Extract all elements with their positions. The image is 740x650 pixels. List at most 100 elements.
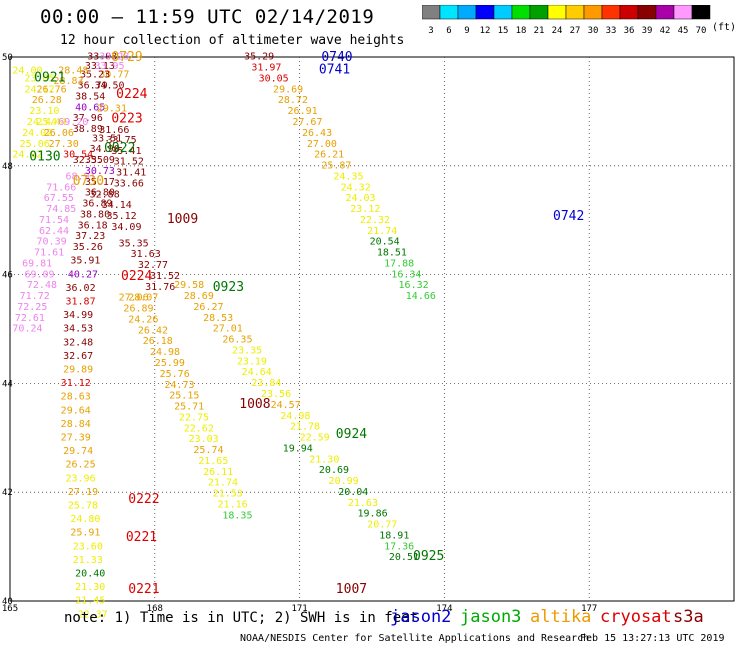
wave-height-value: 26.11 bbox=[203, 467, 233, 478]
footer-timestamp: Feb 15 13:27:13 UTC 2019 bbox=[580, 633, 725, 644]
wave-height-value: 24.80 bbox=[70, 514, 100, 525]
color-scale-label: 39 bbox=[642, 26, 653, 36]
wave-height-value: 23.10 bbox=[29, 106, 59, 117]
color-scale-unit: (ft) bbox=[712, 22, 737, 33]
wave-height-value: 24.02 bbox=[22, 128, 52, 139]
footer-note: note: 1) Time is in UTC; 2) SWH is in fe… bbox=[64, 610, 419, 626]
color-scale-label: 45 bbox=[678, 26, 689, 36]
wave-height-value: 32.77 bbox=[138, 260, 168, 271]
wave-height-value: 26.28 bbox=[32, 95, 62, 106]
wave-height-value: 23.84 bbox=[251, 378, 281, 389]
wave-height-value: 72.25 bbox=[17, 302, 47, 313]
color-scale-label: 36 bbox=[624, 26, 635, 36]
wave-height-value: 24.92 bbox=[12, 150, 42, 161]
wave-height-value: 36.79 bbox=[78, 81, 108, 92]
wave-height-value: 20.51 bbox=[389, 552, 419, 563]
wave-height-value: 27.01 bbox=[213, 324, 243, 335]
lon-tick-label: 171 bbox=[291, 604, 307, 614]
wave-height-value: 23.96 bbox=[66, 473, 96, 484]
wave-height-value: 31.52 bbox=[114, 157, 144, 168]
wave-height-value: 20.04 bbox=[338, 487, 368, 498]
wave-height-value: 71.54 bbox=[39, 215, 69, 226]
wave-height-value: 32.55 bbox=[73, 155, 103, 166]
wave-height-value: 71.72 bbox=[20, 291, 50, 302]
wave-height-value: 19.94 bbox=[283, 443, 313, 454]
wave-height-value: 32.88 bbox=[90, 189, 120, 200]
footer-credit: NOAA/NESDIS Center for Satellite Applica… bbox=[240, 633, 590, 644]
wave-height-value: 20.99 bbox=[329, 476, 359, 487]
legend-s3a: s3a bbox=[673, 607, 704, 627]
color-scale-label: 21 bbox=[534, 26, 545, 36]
wave-height-value: 72.48 bbox=[27, 280, 57, 291]
wave-height-value: 36.80 bbox=[85, 188, 115, 199]
wave-height-value: 34.99 bbox=[63, 310, 93, 321]
wave-height-value: 28.63 bbox=[61, 392, 91, 403]
wave-height-values: 33.0333.2333.1333.9530.7735.2336.7934.50… bbox=[12, 52, 435, 621]
wave-height-value: 21.16 bbox=[218, 499, 248, 510]
pass-time-label: 1007 bbox=[336, 582, 367, 597]
wave-height-value: 30.77 bbox=[99, 70, 129, 81]
pass-time-label: 0924 bbox=[336, 427, 367, 442]
wave-height-value: 14.66 bbox=[406, 291, 436, 302]
wave-height-value: 21.65 bbox=[198, 456, 228, 467]
wave-height-value: 35.35 bbox=[119, 238, 149, 249]
wave-height-value: 24.35 bbox=[333, 171, 363, 182]
wave-height-value: 21.30 bbox=[309, 454, 339, 465]
wave-height-value: 62.44 bbox=[39, 226, 69, 237]
wave-height-value: 33.23 bbox=[99, 52, 129, 63]
pass-time-label: 0921 bbox=[34, 70, 65, 85]
pass-time-labels: 0729 0921 0224 0223 0922 0130 0730 1009 0224 0923… bbox=[29, 50, 584, 597]
wave-height-value: 23.56 bbox=[261, 389, 291, 400]
pass-time-label: 0221 bbox=[128, 582, 159, 597]
wave-height-value: 18.91 bbox=[379, 530, 409, 541]
wave-height-value: 33.95 bbox=[94, 61, 124, 72]
wave-height-value: 24.03 bbox=[345, 193, 375, 204]
wave-height-value: 35.91 bbox=[70, 256, 100, 267]
wave-height-value: 27.30 bbox=[49, 139, 79, 150]
wave-height-value: 28.72 bbox=[278, 95, 308, 106]
wave-height-value: 31.87 bbox=[66, 297, 96, 308]
wave-height-value: 16.32 bbox=[399, 280, 429, 291]
wave-height-value: 22.37 bbox=[78, 609, 108, 620]
wave-height-value: 21.78 bbox=[290, 422, 320, 433]
color-scale-label: 27 bbox=[570, 26, 581, 36]
lon-tick-label: 177 bbox=[581, 604, 597, 614]
wave-height-value: 24.57 bbox=[271, 400, 301, 411]
pass-time-label: 0222 bbox=[128, 492, 159, 507]
lat-tick-label: 44 bbox=[2, 379, 13, 389]
wave-height-value: 27.19 bbox=[68, 487, 98, 498]
page-title: 00:00 – 11:59 UTC 02/14/2019 bbox=[40, 6, 375, 28]
wave-height-value: 37.96 bbox=[73, 113, 103, 124]
wave-height-value: 31.76 bbox=[145, 282, 175, 293]
wave-height-value: 72.61 bbox=[15, 313, 45, 324]
lat-tick-label: 40 bbox=[2, 597, 13, 607]
color-scale-label: 70 bbox=[696, 26, 707, 36]
wave-height-value: 33.09 bbox=[85, 155, 115, 166]
wave-height-value: 30.05 bbox=[259, 73, 289, 84]
pass-time-label: 0922 bbox=[104, 141, 135, 156]
wave-height-value: 36.89 bbox=[82, 199, 112, 210]
wave-height-value: 38.89 bbox=[73, 124, 103, 135]
pass-time-label: 0224 bbox=[116, 87, 147, 102]
wave-height-value: 29.58 bbox=[174, 280, 204, 291]
wave-height-value: 22.75 bbox=[179, 412, 209, 423]
color-scale-label: 42 bbox=[660, 26, 671, 36]
wave-height-value: 26.35 bbox=[222, 335, 252, 346]
color-scale-label: 18 bbox=[516, 26, 527, 36]
wave-height-value: 34.09 bbox=[111, 222, 141, 233]
wave-height-value: 24.26 bbox=[128, 314, 158, 325]
wave-height-value: 32.48 bbox=[63, 337, 93, 348]
wave-height-value: 27.39 bbox=[61, 433, 91, 444]
wave-height-value: 29.64 bbox=[61, 405, 91, 416]
wave-height-value: 27.00 bbox=[307, 139, 337, 150]
wave-height-value: 32.67 bbox=[63, 351, 93, 362]
wave-height-value: 28.07 bbox=[128, 293, 158, 304]
pass-time-label: 0925 bbox=[413, 549, 444, 564]
wave-height-value: 67.55 bbox=[44, 193, 74, 204]
pass-time-label: 0224 bbox=[121, 269, 152, 284]
wave-height-value: 36.18 bbox=[78, 220, 108, 231]
wave-height-value: 35.26 bbox=[73, 242, 103, 253]
wave-height-value: 21.63 bbox=[348, 498, 378, 509]
pass-time-label: 0741 bbox=[319, 62, 350, 77]
